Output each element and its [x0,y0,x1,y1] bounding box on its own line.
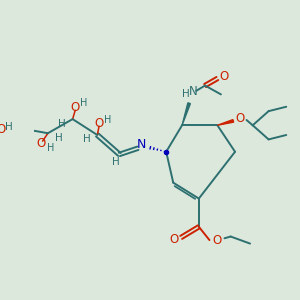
Text: H: H [55,133,62,142]
Text: O: O [236,112,245,125]
Text: H: H [47,143,54,153]
Text: O: O [220,70,229,83]
Text: O: O [0,123,6,136]
Polygon shape [218,120,234,125]
Text: N: N [189,85,198,98]
Polygon shape [182,103,190,125]
Text: H: H [5,122,13,132]
Text: H: H [58,118,66,128]
Text: O: O [70,101,80,114]
Text: H: H [80,98,88,108]
Text: O: O [94,117,104,130]
Text: O: O [213,234,222,248]
Text: O: O [169,233,179,246]
Text: H: H [83,134,91,144]
Text: H: H [104,115,112,125]
Text: H: H [182,89,190,99]
Text: N: N [137,138,146,151]
Text: H: H [112,158,120,167]
Text: O: O [36,137,45,150]
